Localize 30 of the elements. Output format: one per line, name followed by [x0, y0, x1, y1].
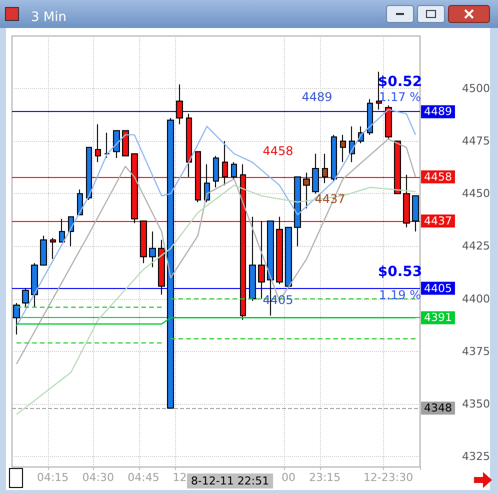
annotation: 4458	[262, 144, 294, 158]
x-tick-label: 00	[282, 471, 296, 484]
y-tick-label: 4450	[462, 187, 490, 200]
x-tick-label: 04:15	[36, 471, 69, 484]
ref-line-label: 4458	[424, 170, 452, 184]
annotation: $0.52	[378, 74, 422, 90]
annotation: 1.17 %	[379, 90, 421, 104]
x-tick-label: 12	[172, 471, 187, 484]
annotation: 4489	[302, 90, 332, 104]
annotation: 4437	[314, 192, 346, 206]
ref-line-label: 4348	[424, 402, 452, 415]
y-tick-label: 4500	[462, 82, 490, 96]
ref-line-label: 4391	[424, 311, 452, 324]
x-tick-label: 04:30	[82, 471, 114, 484]
x-tick-label: 12-23:30	[363, 471, 414, 484]
text: 8-12-11 22:51	[190, 474, 270, 488]
y-tick-label: 4375	[462, 344, 490, 358]
chart-title: 3 Min	[31, 10, 66, 25]
y-tick-label: 4325	[462, 450, 490, 463]
ref-line-label: 4437	[424, 214, 452, 228]
y-tick-label: 4400	[462, 292, 490, 306]
x-tick-label: 23:15	[308, 471, 341, 484]
y-tick-label: 4350	[462, 397, 490, 410]
ref-line-label: 4489	[424, 105, 452, 118]
annotation: $0.53	[378, 264, 422, 280]
ref-line-label: 4405	[424, 282, 452, 295]
annotation: 1.19 %	[379, 288, 421, 302]
x-tick-label: 04:45	[128, 471, 160, 484]
y-tick-label: 4475	[462, 134, 490, 148]
y-tick-label: 4425	[462, 240, 490, 253]
